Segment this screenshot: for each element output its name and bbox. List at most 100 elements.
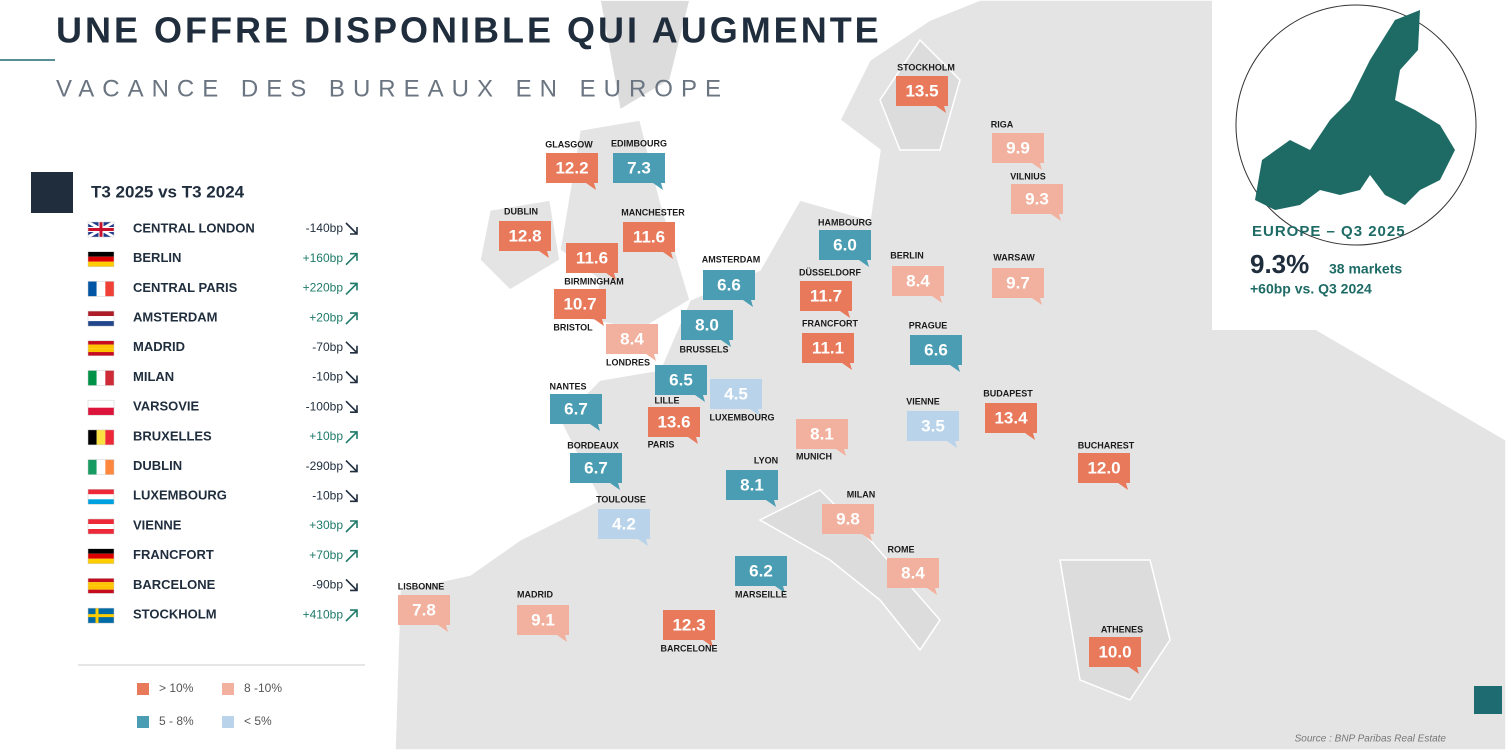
marker-bubble xyxy=(613,153,665,190)
marker-city: LONDRES xyxy=(606,357,650,367)
row-change: -90bp xyxy=(312,578,343,592)
city-marker: 11.1 FRANCFORT xyxy=(802,318,858,370)
legend-label: 5 - 8% xyxy=(159,714,194,728)
marker-bubble xyxy=(570,453,622,490)
marker-city: GLASGOW xyxy=(545,139,593,149)
marker-city: LILLE xyxy=(655,395,680,405)
marker-bubble xyxy=(606,324,658,361)
flag-stripe xyxy=(88,608,114,624)
table-row: LUXEMBOURG -10bp xyxy=(87,488,358,505)
marker-value: 8.4 xyxy=(901,563,925,582)
city-marker: 9.1 MADRID xyxy=(517,589,569,642)
trend-arrow xyxy=(345,431,358,444)
marker-value: 8.0 xyxy=(695,315,719,334)
marker-city: STOCKHOLM xyxy=(897,62,955,72)
marker-city: MARSEILLE xyxy=(735,589,787,599)
marker-bubble xyxy=(802,333,854,370)
marker-city: BRISTOL xyxy=(553,322,593,332)
flag-border xyxy=(87,281,115,297)
flag-border xyxy=(87,459,115,475)
row-city: STOCKHOLM xyxy=(133,607,217,622)
inset-title: EUROPE – Q3 2025 xyxy=(1252,223,1406,240)
marker-city: VILNIUS xyxy=(1010,171,1046,181)
city-marker: 3.5 VIENNE xyxy=(906,396,959,448)
trend-arrow xyxy=(345,460,358,473)
marker-bubble xyxy=(985,403,1037,440)
marker-bubble xyxy=(892,266,944,303)
flag-stripe xyxy=(88,519,114,524)
trend-arrow xyxy=(345,252,358,266)
marker-city: DUBLIN xyxy=(504,206,538,216)
trend-arrow xyxy=(345,549,358,563)
inset-rate: 9.3% xyxy=(1250,249,1309,279)
marker-bubble xyxy=(681,310,733,347)
city-marker: 9.8 MILAN xyxy=(822,489,875,541)
row-city: MILAN xyxy=(133,369,174,384)
subtitle: VACANCE DES BUREAUX EN EUROPE xyxy=(56,75,729,102)
row-city: AMSTERDAM xyxy=(133,310,218,325)
marker-bubble xyxy=(554,289,606,326)
city-marker: 12.2 GLASGOW xyxy=(545,139,598,190)
flag-stripe xyxy=(96,370,106,386)
marker-value: 11.7 xyxy=(810,286,842,305)
city-marker: 12.8 DUBLIN xyxy=(499,206,551,258)
flag-border xyxy=(87,399,115,416)
source: Source : BNP Paribas Real Estate xyxy=(1295,734,1447,745)
row-city: LUXEMBOURG xyxy=(133,488,227,503)
marker-bubble xyxy=(648,407,700,444)
inset-change: +60bp vs. Q3 2024 xyxy=(1250,281,1372,297)
marker-value: 10.0 xyxy=(1098,642,1131,661)
row-change: -290bp xyxy=(306,459,344,473)
city-marker: 6.0 HAMBOURG xyxy=(818,217,872,267)
marker-value: 9.9 xyxy=(1006,138,1030,157)
flag-stripe xyxy=(88,370,97,386)
table-row: CENTRAL LONDON -140bp xyxy=(87,220,358,239)
marker-bubble xyxy=(566,243,618,280)
marker-bubble xyxy=(1078,453,1130,490)
inset-europe xyxy=(1255,10,1455,210)
marker-bubble xyxy=(992,268,1044,305)
flag-border xyxy=(87,548,115,564)
flag-stripe xyxy=(96,281,106,297)
row-change: +160bp xyxy=(303,251,344,265)
corner-mark xyxy=(1474,686,1502,714)
trend-arrow xyxy=(345,578,358,592)
flag-stripe xyxy=(88,352,114,356)
marker-city: ATHENES xyxy=(1101,624,1143,634)
flag-border xyxy=(87,251,115,267)
marker-value: 4.2 xyxy=(612,514,636,533)
flag-stripe xyxy=(105,281,114,297)
flag-border xyxy=(87,221,115,238)
marker-value: 9.3 xyxy=(1025,189,1049,208)
flag-stripe xyxy=(88,261,114,267)
city-marker: 4.2 TOULOUSE xyxy=(596,494,650,546)
marker-value: 12.2 xyxy=(555,158,588,177)
flag-border xyxy=(87,310,115,327)
flag-stripe xyxy=(88,429,97,445)
flag-stripe xyxy=(88,589,114,594)
marker-value: 8.4 xyxy=(906,271,930,290)
city-marker: 4.5 LUXEMBOURG xyxy=(710,379,775,422)
row-city: VARSOVIE xyxy=(133,399,200,414)
flag-stripe xyxy=(88,348,114,353)
city-marker: 13.4 BUDAPEST xyxy=(983,388,1037,440)
table-row: MADRID -70bp xyxy=(87,339,358,357)
marker-value: 6.7 xyxy=(584,458,608,477)
flag-stripe xyxy=(88,582,114,586)
trend-arrow xyxy=(345,609,358,622)
row-city: CENTRAL PARIS xyxy=(133,280,238,295)
row-change: +20bp xyxy=(309,310,343,324)
marker-city: BUDAPEST xyxy=(983,388,1033,398)
flag-border xyxy=(87,429,115,446)
marker-city: BORDEAUX xyxy=(567,440,619,450)
marker-bubble xyxy=(735,556,787,593)
city-marker: 9.7 WARSAW xyxy=(992,252,1044,305)
marker-value: 9.1 xyxy=(531,610,555,629)
row-change: -100bp xyxy=(306,399,344,413)
flag-stripe xyxy=(96,459,106,475)
table-row: CENTRAL PARIS +220bp xyxy=(87,280,358,297)
marker-city: LUXEMBOURG xyxy=(710,412,775,422)
